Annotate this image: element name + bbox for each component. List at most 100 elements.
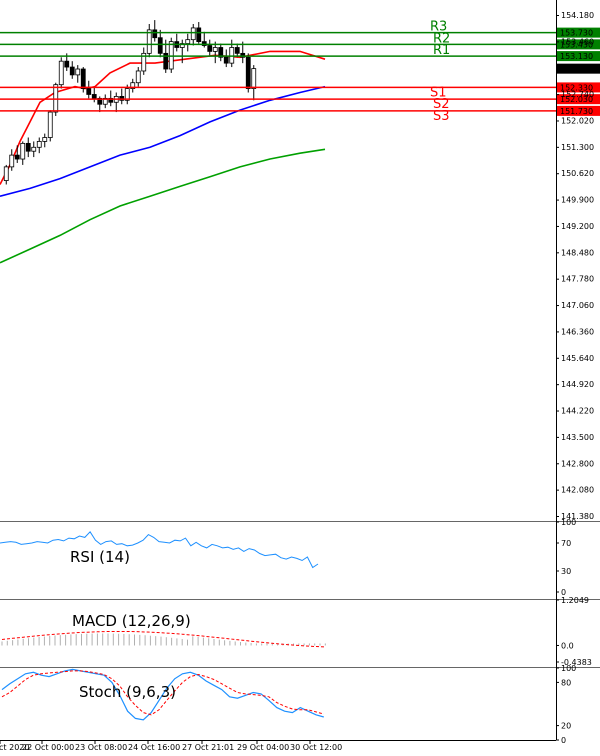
candle (135, 67, 141, 87)
candle-body (42, 137, 48, 142)
candle (75, 65, 81, 83)
candle (141, 47, 147, 75)
candle (240, 41, 246, 64)
candle (86, 80, 92, 99)
candle-body (80, 68, 86, 89)
candle-body (196, 27, 202, 43)
candle (9, 149, 15, 171)
price-tick-label: 149.200 (561, 222, 594, 231)
time-tick-label: 29 Oct 04:00 (237, 743, 289, 752)
rsi-tick-label: 0 (561, 588, 566, 597)
moving-average-blue-line (0, 85, 326, 197)
level-price-tag (557, 27, 600, 38)
macd-title: MACD (12,26,9) (72, 612, 191, 630)
level-price-label: 153.430 (560, 40, 593, 49)
candle-body (31, 146, 37, 152)
price-tick-label: 148.480 (561, 248, 594, 257)
candle-body (229, 47, 235, 64)
candle-body (75, 68, 81, 76)
candle (190, 24, 196, 46)
candle (102, 94, 108, 109)
candle-body (179, 43, 185, 48)
candle (25, 137, 31, 158)
level-price-label: 152.030 (560, 95, 593, 104)
candle (234, 43, 240, 58)
candle (146, 24, 152, 58)
time-tick-label: 21 Oct 2020 (0, 743, 29, 752)
price-tick-label: 150.620 (561, 169, 594, 178)
candle (20, 141, 26, 165)
candle (201, 31, 207, 48)
candle-body (36, 141, 42, 148)
candle-body (234, 47, 240, 54)
candle-body (218, 47, 224, 58)
price-tick-label: 149.900 (561, 196, 594, 205)
candle (14, 145, 20, 163)
level-price-label: 153.130 (560, 52, 593, 61)
candle (69, 61, 75, 79)
price-tick-label: 151.300 (561, 143, 594, 152)
candle (212, 41, 218, 64)
candle-body (64, 60, 70, 68)
candle (179, 39, 185, 64)
rsi-line (0, 530, 319, 569)
candle-body (223, 56, 229, 64)
candle (47, 110, 53, 142)
candle-body (9, 154, 15, 168)
candle-body (102, 97, 108, 105)
level-price-tag (557, 39, 600, 50)
price-tick-label: 147.780 (561, 275, 594, 284)
time-tick-label: 22 Oct 00:00 (22, 743, 74, 752)
level-name-s3: S3 (433, 109, 450, 124)
price-tick-label: 147.060 (561, 301, 594, 310)
candle (42, 133, 48, 148)
candle (251, 65, 257, 101)
candle (113, 92, 119, 113)
candle (91, 86, 97, 103)
candle-body (47, 111, 53, 138)
level-price-tag (557, 105, 600, 116)
price-tick-label: 152.740 (561, 90, 594, 99)
candle-body (146, 29, 152, 54)
candle (108, 90, 114, 107)
level-name-s2: S2 (433, 97, 450, 112)
candle (130, 78, 136, 93)
candle-body (245, 56, 251, 89)
price-tick-label: 141.380 (561, 512, 594, 521)
stoch-k-line (1, 668, 324, 721)
candle-body (185, 39, 191, 44)
candle-body (163, 52, 169, 70)
candle-body (240, 52, 246, 58)
candle-body (135, 70, 141, 84)
rsi-tick-label: 100 (561, 518, 576, 527)
candle-body (86, 88, 92, 95)
candle (185, 33, 191, 52)
candle-body (97, 97, 103, 105)
level-price-tag (557, 82, 600, 93)
price-tick-label: 144.220 (561, 407, 594, 416)
candle (207, 39, 213, 56)
rsi-tick-label: 70 (561, 539, 571, 548)
candle (157, 29, 163, 58)
price-tick-label: 152.020 (561, 116, 594, 125)
stoch-tick-label: 20 (561, 722, 571, 731)
price-tick-label: 143.500 (561, 433, 594, 442)
candle-body (3, 166, 9, 181)
candle (218, 43, 224, 62)
candle (174, 33, 180, 52)
candle-body (91, 94, 97, 99)
candle (152, 20, 158, 42)
time-tick-label: 30 Oct 12:00 (290, 743, 342, 752)
current-price-tag (557, 63, 600, 74)
time-tick-label: 27 Oct 21:01 (182, 743, 234, 752)
macd-tick-label: 1.2049 (561, 596, 589, 605)
candle-body (25, 142, 31, 152)
stoch-tick-label: 0 (561, 736, 566, 745)
price-tick-label: 145.640 (561, 354, 594, 363)
candle-body (108, 97, 114, 103)
candle-body (20, 142, 26, 160)
level-name-r3: R3 (430, 20, 447, 35)
price-tick-label: 154.180 (561, 11, 594, 20)
stoch-tick-label: 100 (561, 664, 576, 673)
level-price-tag (557, 94, 600, 105)
